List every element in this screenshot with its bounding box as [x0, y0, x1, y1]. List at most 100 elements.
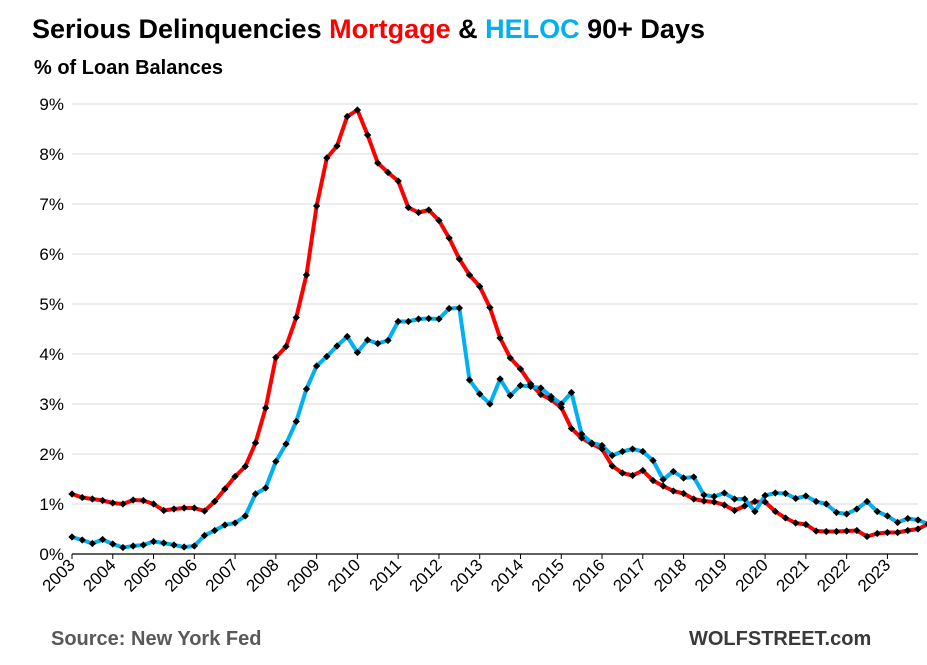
y-tick-label: 9%	[39, 95, 64, 114]
x-tick-label: 2020	[732, 555, 772, 595]
data-markers	[68, 106, 927, 552]
y-tick-label: 1%	[39, 495, 64, 514]
data-point-mortgage	[730, 506, 739, 515]
x-tick-label: 2013	[446, 555, 486, 595]
data-point-mortgage	[445, 234, 453, 242]
data-point-heloc	[190, 542, 198, 550]
data-point-heloc	[639, 447, 647, 456]
data-point-mortgage	[832, 527, 841, 536]
data-point-heloc	[649, 456, 657, 465]
data-point-heloc	[384, 336, 392, 345]
y-tick-label: 6%	[39, 245, 64, 264]
data-point-mortgage	[231, 472, 239, 481]
data-point-mortgage	[68, 490, 76, 498]
x-tick-label: 2012	[406, 555, 446, 595]
data-point-heloc	[700, 491, 708, 499]
data-point-heloc	[211, 526, 219, 535]
data-point-mortgage	[455, 255, 464, 263]
x-tick-label: 2011	[366, 555, 405, 594]
data-point-mortgage	[893, 528, 902, 537]
data-point-mortgage	[720, 501, 729, 509]
data-point-mortgage	[323, 154, 331, 162]
x-axis-ticks: 2003 2004 2005 2006 2007 2008 2009 2010 2011 2012…	[39, 554, 894, 596]
data-point-heloc	[445, 304, 453, 313]
data-point-mortgage	[190, 504, 198, 512]
y-tick-label: 5%	[39, 295, 64, 314]
title-heloc: HELOC	[485, 14, 580, 44]
y-tick-label: 2%	[39, 445, 64, 464]
data-point-mortgage	[149, 500, 158, 508]
title-part1: Serious Delinquencies	[32, 14, 330, 44]
data-point-mortgage	[639, 466, 647, 475]
data-point-heloc	[526, 382, 535, 391]
data-point-heloc	[628, 445, 637, 453]
data-point-heloc	[822, 500, 830, 508]
source-note: Source: New York Fed	[51, 628, 262, 650]
data-point-mortgage	[78, 493, 86, 502]
data-point-mortgage	[333, 142, 341, 150]
data-point-mortgage	[292, 313, 300, 322]
data-point-heloc	[476, 390, 484, 398]
data-point-mortgage	[516, 365, 525, 373]
x-tick-label: 2007	[202, 555, 242, 595]
data-point-mortgage	[537, 390, 545, 399]
data-point-mortgage	[506, 354, 514, 362]
chart-subtitle: % of Loan Balances	[34, 57, 223, 79]
data-point-mortgage	[812, 527, 820, 535]
data-point-heloc	[741, 495, 749, 503]
data-point-heloc	[751, 507, 759, 516]
title-part2: 90+ Days	[579, 14, 705, 44]
x-tick-label: 2019	[691, 555, 731, 595]
data-point-mortgage	[170, 505, 178, 513]
data-point-mortgage	[710, 498, 718, 506]
data-point-heloc	[710, 492, 718, 501]
data-point-heloc	[577, 430, 586, 438]
data-point-heloc	[455, 304, 464, 312]
x-tick-label: 2018	[650, 555, 690, 595]
data-point-mortgage	[883, 528, 892, 537]
x-tick-label: 2014	[487, 555, 527, 595]
data-point-heloc	[883, 512, 892, 520]
data-point-heloc	[873, 507, 881, 516]
data-point-heloc	[720, 489, 729, 497]
data-point-heloc	[608, 451, 616, 460]
data-point-mortgage	[435, 216, 443, 225]
site-credit: WOLFSTREET.com	[689, 628, 872, 650]
data-point-mortgage	[119, 500, 127, 508]
data-point-mortgage	[649, 476, 657, 485]
data-point-mortgage	[261, 404, 270, 412]
data-point-heloc	[486, 400, 494, 408]
series-lines	[70, 108, 927, 550]
data-point-mortgage	[363, 131, 372, 139]
data-point-heloc	[730, 495, 739, 503]
data-point-heloc	[323, 352, 331, 361]
data-point-mortgage	[700, 497, 708, 505]
data-point-heloc	[333, 342, 341, 350]
data-point-heloc	[435, 315, 443, 323]
x-tick-label: 2010	[324, 555, 364, 595]
x-tick-label: 2017	[609, 555, 649, 595]
data-point-mortgage	[353, 106, 362, 114]
data-point-heloc	[547, 392, 555, 401]
data-point-heloc	[853, 505, 861, 513]
data-point-mortgage	[486, 303, 494, 312]
series-line-mortgage	[70, 108, 927, 539]
data-point-heloc	[842, 510, 851, 518]
data-point-mortgage	[343, 112, 351, 121]
data-point-heloc	[557, 400, 565, 408]
x-tick-label: 2022	[813, 555, 853, 595]
data-point-heloc	[588, 439, 596, 447]
data-point-heloc	[914, 516, 922, 524]
data-point-mortgage	[404, 203, 413, 212]
x-tick-label: 2015	[528, 555, 568, 595]
data-point-mortgage	[211, 497, 219, 506]
y-axis-ticks: 0% 1% 2% 3% 4% 5% 6% 7% 8% 9%	[39, 95, 64, 564]
data-point-mortgage	[88, 495, 97, 503]
data-point-heloc	[659, 475, 667, 484]
data-point-mortgage	[904, 526, 912, 535]
data-point-mortgage	[781, 514, 790, 522]
data-point-mortgage	[374, 159, 382, 167]
data-point-mortgage	[853, 526, 861, 535]
data-point-mortgage	[251, 439, 260, 447]
